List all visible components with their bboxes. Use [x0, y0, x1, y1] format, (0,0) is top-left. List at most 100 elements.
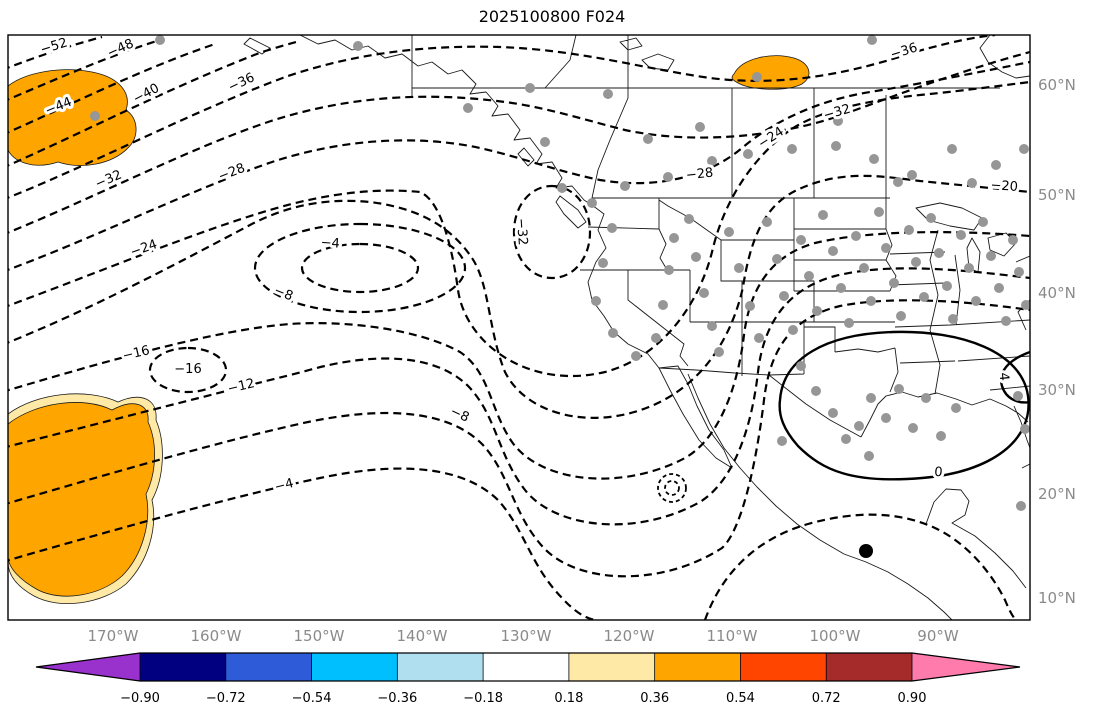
contour-four: [999, 350, 1030, 404]
station-dot: [956, 230, 966, 240]
station-dot: [951, 403, 961, 413]
lon-tick-label: 140°W: [397, 627, 448, 645]
contour-label: −28: [685, 166, 714, 184]
station-dot: [788, 325, 798, 335]
station-dot: [986, 251, 996, 261]
station-dot: [889, 278, 899, 288]
station-dot: [787, 144, 797, 154]
shade-region-nw: [8, 69, 137, 166]
station-dot: [1021, 300, 1030, 310]
colorbar: −0.90 −0.72 −0.54 −0.36 −0.18 0.18 0.36 0.54 0.7…: [35, 652, 1021, 706]
station-dot: [779, 291, 789, 301]
station-dot: [894, 384, 904, 394]
station-dot: [908, 423, 918, 433]
contours-negative: [8, 35, 1030, 620]
contour-label: −36: [226, 70, 257, 95]
station-dot: [866, 296, 876, 306]
colorbar-segment: [483, 653, 569, 681]
station-dot: [684, 214, 694, 224]
station-dot: [919, 292, 929, 302]
contour-label: −32: [822, 102, 853, 124]
lat-tick-label: 20°N: [1038, 485, 1076, 503]
station-dot: [811, 386, 821, 396]
colorbar-tick-label: −0.90: [120, 691, 160, 706]
station-dot: [971, 296, 981, 306]
station-dot: [587, 198, 597, 208]
contour-label: 0: [933, 465, 943, 481]
contour-label: 4: [996, 372, 1012, 382]
station-dot: [854, 421, 864, 431]
colorbar-segment: [826, 653, 912, 681]
contour-minus-36: [8, 35, 996, 199]
colorbar-segment: [397, 653, 484, 681]
station-dot: [904, 225, 914, 235]
station-dot: [557, 183, 567, 193]
contour-minus-32: [8, 50, 1030, 234]
lon-tick-label: 160°W: [191, 627, 242, 645]
station-dot: [964, 263, 974, 273]
station-dot: [463, 103, 473, 113]
contour-label: −28: [216, 161, 247, 185]
shaded-regions: [8, 55, 810, 605]
station-dot: [658, 300, 668, 310]
station-dot: [948, 314, 958, 324]
station-dot: [911, 257, 921, 267]
station-dot: [1016, 501, 1026, 511]
political-borders: [411, 35, 1030, 438]
contour-minus-8-ring: [253, 222, 467, 314]
station-dot: [90, 111, 100, 121]
station-dot: [699, 288, 709, 298]
station-dot: [607, 223, 617, 233]
shade-region-north-canada: [731, 55, 810, 90]
station-dot: [707, 321, 717, 331]
contour-label: −24: [756, 124, 787, 152]
lat-tick-label: 30°N: [1038, 381, 1076, 399]
contour-minus-16-closed-low: [148, 346, 228, 394]
station-dot: [651, 333, 661, 343]
contour-minus-44: [8, 42, 216, 134]
colorbar-extend-right: [912, 653, 1020, 681]
lon-tick-label: 130°W: [501, 627, 552, 645]
station-dot: [353, 41, 363, 51]
colorbar-segment: [568, 653, 655, 681]
contour-label: −36: [889, 40, 920, 62]
contour-label: −12: [226, 376, 256, 397]
station-dot: [1020, 424, 1030, 434]
station-dot: [1014, 267, 1024, 277]
station-dot: [777, 436, 787, 446]
contour-label: −40: [131, 81, 162, 107]
lon-tick-label: 120°W: [604, 627, 655, 645]
chart-title: 2025100800 F024: [479, 7, 626, 26]
contours-positive: [778, 330, 1030, 481]
contour-label: −16: [121, 343, 151, 364]
contour-label: −32: [513, 218, 530, 246]
contour-minus-12: [8, 267, 1030, 526]
contour-label: −20: [990, 178, 1018, 195]
station-dot: [1008, 235, 1018, 245]
station-dot: [836, 283, 846, 293]
station-dot: [859, 263, 869, 273]
station-dot: [695, 122, 705, 132]
shade-region-sw: [8, 402, 155, 597]
station-dot: [896, 311, 906, 321]
station-dot: [828, 408, 838, 418]
station-dot: [926, 213, 936, 223]
station-dot: [743, 149, 753, 159]
colorbar-tick-label: −0.18: [463, 691, 503, 706]
colorbar-tick-label: −0.72: [206, 691, 246, 706]
lon-tick-label: 150°W: [294, 627, 345, 645]
station-dot: [812, 306, 822, 316]
lat-tick-label: 50°N: [1038, 186, 1076, 204]
station-dot: [1019, 144, 1029, 154]
colorbar-segment: [740, 653, 827, 681]
station-dot: [631, 351, 641, 361]
station-dot: [734, 263, 744, 273]
station-dot: [833, 116, 843, 126]
contour-label: −24: [128, 237, 159, 260]
station-dot: [828, 246, 838, 256]
station-dot: [841, 434, 851, 444]
station-dot: [603, 89, 613, 99]
lon-tick-label: 110°W: [707, 627, 758, 645]
contour-minus-16: [8, 231, 1030, 480]
